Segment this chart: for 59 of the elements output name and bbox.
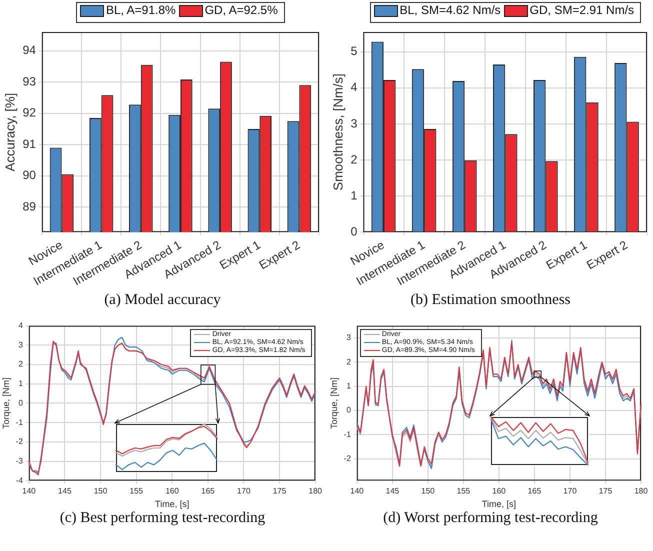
x-axis-title: Time, [s] <box>482 499 516 510</box>
y-tick-label: 4 <box>350 80 358 94</box>
legend-label: GD, A=92.5% <box>204 3 278 18</box>
x-tick-label: 160 <box>165 486 180 496</box>
y-axis-title: Torque, [Nm] <box>0 377 11 429</box>
x-tick-label: 165 <box>201 486 216 496</box>
y-tick-label: 4 <box>18 321 24 330</box>
legend-label: GD, SM=2.91 Nm/s <box>530 3 634 18</box>
y-tick-label: -1 <box>16 418 24 427</box>
y-tick-label: 89 <box>22 199 36 214</box>
y-tick-label: 2 <box>18 360 24 369</box>
y-tick-label: 1 <box>350 188 358 202</box>
y-tick-label: 0 <box>18 398 24 408</box>
x-axis-title: Time, [s] <box>155 499 190 510</box>
y-tick-label: 0 <box>350 224 358 238</box>
y-tick-label: -1 <box>344 430 352 439</box>
x-tick-label: 150 <box>421 486 436 496</box>
x-tick-label: 175 <box>598 486 613 496</box>
x-tick-label: 140 <box>22 486 36 496</box>
x-tick-label: 170 <box>563 486 578 496</box>
text: (c) Best performing test-recording <box>58 510 266 527</box>
x-tick-label: 150 <box>94 486 108 496</box>
y-tick-label: 3 <box>18 340 24 350</box>
x-tick-label: 180 <box>308 486 323 496</box>
legend-label: BL, SM=4.62 Nm/s <box>400 3 501 18</box>
y-tick-label: 3 <box>350 116 358 130</box>
y-tick-label: 94 <box>22 43 36 58</box>
legend-label: BL, A=91.8% <box>106 3 176 18</box>
y-tick-label: 91 <box>22 136 36 151</box>
y-tick-label: -2 <box>16 437 24 446</box>
y-tick-label: -3 <box>16 456 24 466</box>
x-tick-label: 180 <box>634 486 648 496</box>
y-tick-label: 2 <box>350 152 358 166</box>
y-tick-label: 1 <box>346 381 352 390</box>
x-tick-label: 140 <box>350 486 364 496</box>
y-tick-label: 3 <box>346 333 352 342</box>
y-tick-label: -4 <box>16 476 24 485</box>
x-tick-label: 175 <box>272 486 287 496</box>
y-tick-label: 90 <box>22 168 36 182</box>
y-tick-label: 93 <box>22 74 36 88</box>
x-tick-label: 165 <box>528 486 542 496</box>
y-axis-title: Smoothness, [Nm/s] <box>330 74 346 191</box>
x-tick-label: 145 <box>386 486 400 496</box>
x-tick-label: 155 <box>130 486 144 496</box>
x-tick-label: 160 <box>492 486 506 496</box>
y-tick-label: 2 <box>346 357 352 366</box>
text: (d) Worst performing test-recording <box>382 510 599 527</box>
y-axis-title: Torque, [Nm] <box>328 377 339 429</box>
x-tick-label: 170 <box>237 486 251 496</box>
x-tick-label: 145 <box>58 486 72 496</box>
y-tick-label: -2 <box>344 454 352 464</box>
text: (a) Model accuracy <box>103 292 222 309</box>
y-tick-label: 92 <box>22 106 36 120</box>
y-tick-label: 0 <box>346 406 352 415</box>
y-axis-title: Accuracy, [%] <box>2 92 18 172</box>
x-tick-label: 155 <box>456 486 471 496</box>
y-tick-label: 5 <box>350 44 358 58</box>
y-tick-label: 1 <box>18 379 24 388</box>
text: (b) Estimation smoothness <box>410 292 572 309</box>
